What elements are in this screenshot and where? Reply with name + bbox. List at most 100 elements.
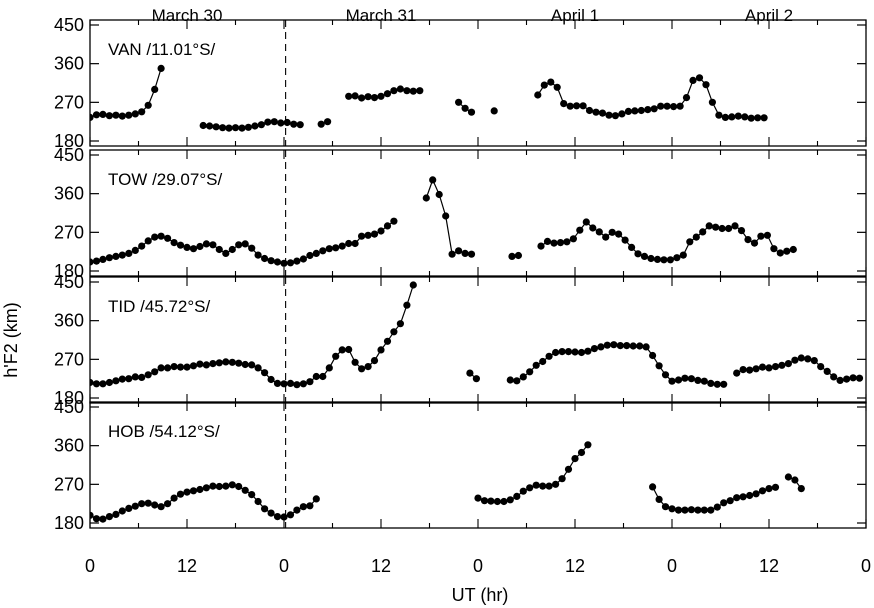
series-line [537,77,765,119]
data-point [225,124,233,132]
data-point [545,352,553,360]
data-point [283,118,291,127]
data-point [472,375,480,383]
data-point [377,227,385,235]
data-point [765,364,773,372]
data-point [138,500,146,508]
data-point [125,249,133,257]
data-point [196,485,204,494]
data-point [577,448,586,457]
data-point [547,78,555,86]
data-point [99,515,107,523]
data-point [674,376,683,384]
data-point [694,506,702,514]
data-point [508,252,516,260]
data-point [571,348,579,356]
data-point [325,364,333,372]
data-point [734,112,742,120]
data-point [319,372,327,381]
data-point [584,441,592,449]
data-point [647,254,655,263]
data-point [526,484,534,492]
data-point [615,230,623,238]
series-data [90,64,768,132]
data-point [758,487,767,495]
data-point [248,361,256,369]
data-point [763,231,772,239]
data-point [728,113,736,121]
data-point [747,114,755,122]
data-point [689,76,697,84]
data-point [92,257,101,265]
data-point [634,250,642,258]
data-point [739,493,747,501]
data-point [351,239,359,248]
data-point [118,112,126,120]
data-point [99,380,107,388]
data-point [649,483,657,491]
data-point [784,473,793,481]
data-point [663,102,671,110]
data-point [112,377,120,385]
data-point [118,375,126,383]
y-tick-label: 270 [54,92,84,112]
data-point [170,363,178,371]
data-point [306,251,314,260]
data-point [90,258,94,266]
data-point [540,81,548,89]
data-point [332,352,340,360]
data-point [164,364,172,372]
data-point [293,257,301,265]
data-point [649,351,657,360]
data-point [500,497,508,506]
data-point [657,102,665,110]
panel-station-label: TOW /29.07°S/ [108,170,222,189]
data-point [251,122,259,130]
data-point [823,367,831,375]
data-point [726,497,734,505]
data-point [539,357,547,366]
data-point [553,83,561,91]
data-point [312,495,320,503]
data-point [312,372,320,381]
data-point [280,380,288,388]
data-point [324,118,332,126]
data-point [506,376,514,384]
data-point [810,357,818,365]
data-point [345,345,353,354]
data-point [151,85,159,93]
data-point [666,256,675,264]
y-tick-label: 270 [54,349,84,369]
data-point [577,348,586,357]
series-line [477,444,589,503]
x-tick-label: 0 [473,556,483,576]
data-point [151,501,159,509]
data-point [228,481,236,489]
data-point [176,490,185,498]
data-point [474,494,482,502]
data-point [286,379,295,387]
data-point [183,243,191,251]
data-point [702,81,710,89]
data-point [739,366,747,374]
data-point [534,91,542,99]
data-point [293,381,301,389]
x-tick-label: 12 [371,556,391,576]
data-point [267,257,275,265]
data-point [286,259,295,267]
y-tick-label: 180 [54,261,84,281]
data-point [235,359,243,367]
data-point [660,256,668,264]
data-point [707,506,715,514]
data-point [261,505,269,513]
data-point [644,106,652,114]
data-point [416,87,424,95]
data-point [849,374,857,382]
data-point [144,371,152,379]
data-point [493,497,501,506]
data-point [532,361,540,369]
data-point [202,240,210,248]
data-point [144,237,152,245]
data-point [228,245,236,254]
